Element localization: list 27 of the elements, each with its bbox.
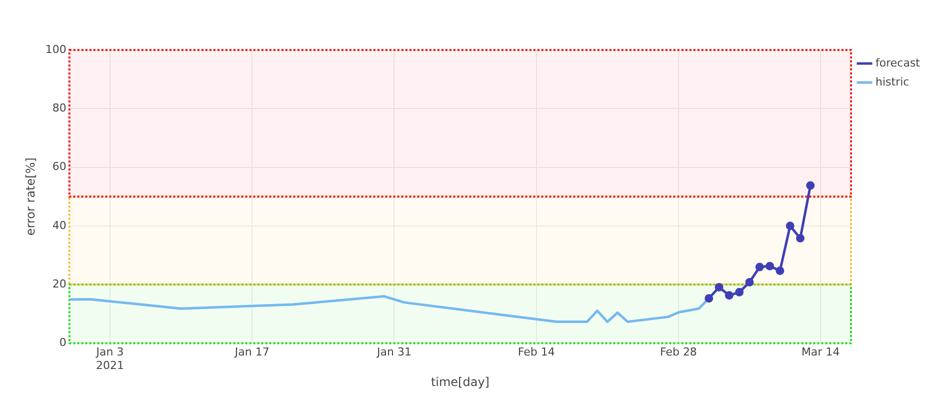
y-tick-label: 80 bbox=[52, 102, 66, 114]
point bbox=[714, 282, 724, 292]
x-tick-label: Jan 31 bbox=[376, 346, 412, 359]
point bbox=[704, 294, 714, 303]
x-tick-label: Jan 3 2021 bbox=[95, 346, 124, 372]
legend-label: histric bbox=[876, 75, 910, 88]
x-tick-label: Jan 17 bbox=[234, 346, 270, 359]
point bbox=[796, 234, 805, 242]
point bbox=[766, 262, 774, 270]
y-tick-label: 60 bbox=[52, 160, 66, 174]
legend-label: forecast bbox=[876, 56, 921, 70]
point bbox=[806, 181, 815, 190]
y-tick-label: 0 bbox=[59, 336, 66, 350]
y-tick-label: 40 bbox=[52, 218, 66, 232]
point bbox=[776, 266, 784, 276]
point bbox=[745, 278, 754, 286]
x-tick-label: Feb 14 bbox=[518, 346, 555, 359]
y-tick-label: 100 bbox=[45, 42, 66, 56]
x-tick-label: Feb 28 bbox=[660, 346, 697, 359]
point bbox=[735, 288, 744, 296]
x-axis-title: time[day] bbox=[430, 374, 490, 389]
y-axis-title: error rate[%] bbox=[23, 158, 38, 236]
x-tick-label: Mar 14 bbox=[801, 346, 840, 359]
point bbox=[786, 222, 794, 230]
y-tick-label: 20 bbox=[52, 277, 66, 290]
point bbox=[724, 291, 734, 300]
point bbox=[755, 262, 764, 272]
